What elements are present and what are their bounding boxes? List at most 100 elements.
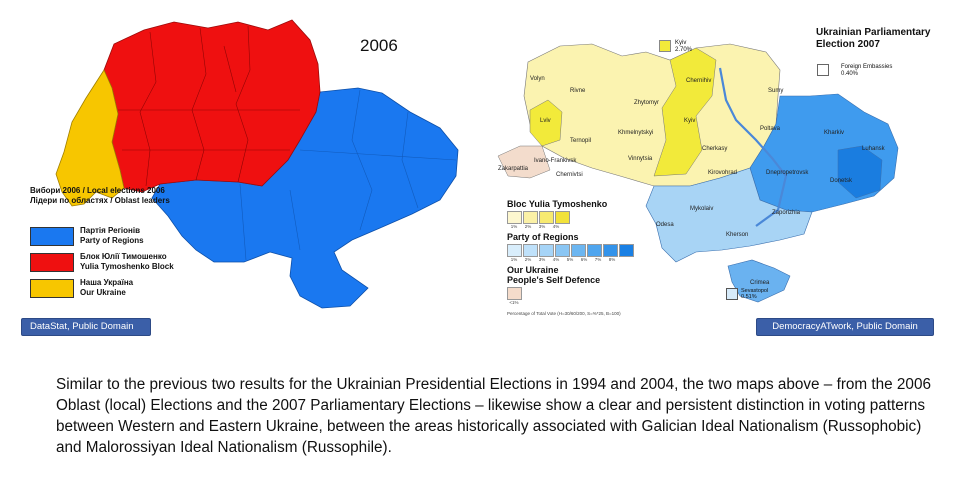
- region-donetsk: [837, 145, 883, 199]
- region-label: Zhytomyr: [634, 100, 659, 106]
- legend-step: 2%: [524, 224, 532, 229]
- kyiv-label: Kyiv: [675, 40, 687, 46]
- credit-badge-datastat: DataStat, Public Domain: [21, 318, 151, 336]
- region-zakarpattia: [497, 145, 551, 179]
- legend-swatch: [587, 244, 602, 257]
- region-label: Dnepropetrovsk: [766, 170, 809, 176]
- region-label: Chernihiv: [686, 78, 711, 84]
- legend-byut-scale: [507, 211, 635, 224]
- legend-label: Party of Regions: [80, 236, 144, 245]
- legend-step: 6%: [580, 257, 588, 262]
- dnieper-river: [718, 67, 788, 227]
- legend-swatch: [507, 287, 522, 300]
- legend-label: Our Ukraine: [80, 288, 126, 297]
- region-south: [645, 167, 813, 263]
- map-footnote: Percentage of Total Vote (H=30/60/200, S…: [507, 311, 621, 316]
- legend-step: 1%: [510, 224, 518, 229]
- legend-swatch: [30, 252, 74, 272]
- region-label: Kirovohrad: [708, 170, 737, 176]
- region-label: Sumy: [768, 88, 783, 94]
- legend-2006: Вибори 2006 / Local elections 2006 Лідер…: [30, 186, 200, 298]
- legend-swatch: [555, 244, 570, 257]
- region-label: Kherson: [726, 232, 748, 238]
- region-lviv: [529, 99, 563, 147]
- legend-label: Наша Україна: [80, 278, 134, 287]
- region-label: Cherkasy: [702, 146, 727, 152]
- legend-swatch: [523, 211, 538, 224]
- caption-text: Similar to the previous two results for …: [56, 376, 931, 456]
- sevastopol-key: Sevastopol 0.51%: [726, 288, 768, 300]
- region-label: Odesa: [656, 222, 674, 228]
- region-label: Crimea: [750, 280, 770, 286]
- legend-step: 3%: [538, 257, 546, 262]
- legend-por-steps: 1% 2% 3% 4% 5% 6% 7% 8%: [507, 257, 635, 262]
- legend-swatch: [539, 211, 554, 224]
- region-label: Kyiv: [684, 118, 695, 124]
- kyiv-city-key: Kyiv 2.70%: [659, 40, 692, 54]
- region-label: Luhansk: [862, 146, 886, 152]
- region-label: Ivano-Frankivsk: [534, 158, 577, 164]
- legend-swatch: [30, 226, 74, 246]
- legend-byut-title: Bloc Yulia Tymoshenko: [507, 199, 608, 209]
- region-label: Lviv: [540, 118, 551, 124]
- legend-step: 5%: [566, 257, 574, 262]
- region-label: Donetsk: [830, 178, 853, 184]
- region-label: Rivne: [570, 88, 586, 94]
- legend-label: Блок Юлії Тимошенко: [80, 252, 167, 261]
- region-label: Kharkiv: [824, 130, 844, 136]
- legend-swatch: [555, 211, 570, 224]
- sevastopol-swatch: [726, 288, 738, 300]
- legend-label: Yulia Tymoshenko Block: [80, 262, 174, 271]
- sevastopol-label: Sevastopol: [741, 288, 769, 294]
- kyiv-pct: 2.70%: [675, 47, 693, 53]
- legend-swatch: [507, 211, 522, 224]
- legend-title-english: Лідери по областях / Oblast leaders: [30, 196, 170, 205]
- legend-swatch: [507, 244, 522, 257]
- legend-item-party-of-regions: Партія Регіонів Party of Regions: [30, 226, 200, 246]
- region-our-ukraine-2006: [55, 69, 125, 207]
- legend-2007: Bloc Yulia Tymoshenko 1% 2% 3% 4% Party of …: [507, 199, 635, 308]
- foreign-embassies-pct: 0.40%: [841, 71, 859, 77]
- legend-step: 3%: [538, 224, 546, 229]
- legend-step: <1%: [509, 300, 519, 305]
- region-byut-area: [523, 43, 781, 187]
- map-2007-parliamentary: Volyn Rivne Zhytomyr Chernihiv Sumy Lviv…: [490, 0, 975, 335]
- foreign-embassies-key: Foreign Embassies 0.40%: [817, 64, 892, 78]
- legend-swatch: [603, 244, 618, 257]
- region-label: Vinnytsia: [628, 156, 653, 162]
- legend-por-title: Party of Regions: [507, 232, 579, 242]
- legend-por-scale: [507, 244, 635, 257]
- region-crimea: [727, 259, 791, 303]
- map-2007-title: Ukrainian Parliamentary Election 2007: [816, 27, 931, 50]
- legend-item-tymoshenko-block: Блок Юлії Тимошенко Yulia Tymoshenko Bloc…: [30, 252, 200, 272]
- region-label: Chernivtsi: [556, 172, 583, 178]
- credit-badge-democracyatwork: DemocracyATwork, Public Domain: [756, 318, 934, 336]
- kyiv-swatch: [659, 40, 671, 52]
- legend-step: 8%: [608, 257, 616, 262]
- map-2007-shape: Volyn Rivne Zhytomyr Chernihiv Sumy Lviv…: [497, 43, 899, 303]
- foreign-embassies-label: Foreign Embassies: [841, 64, 893, 70]
- foreign-embassies-swatch: [817, 64, 829, 76]
- legend-ou-steps: <1%: [507, 300, 635, 305]
- region-label: Zaporizhia: [772, 210, 801, 216]
- legend-step: 7%: [594, 257, 602, 262]
- legend-swatch: [619, 244, 634, 257]
- legend-swatch: [523, 244, 538, 257]
- legend-ou-title-1: Our Ukraine: [507, 265, 559, 275]
- region-label: Zakarpattia: [498, 166, 529, 172]
- sevastopol-pct: 0.51%: [741, 294, 757, 300]
- legend-label: Партія Регіонів: [80, 226, 141, 235]
- legend-swatch: [539, 244, 554, 257]
- region-label: Mykolaiv: [690, 206, 713, 212]
- legend-swatch: [30, 278, 74, 298]
- legend-ou-scale: [507, 287, 635, 300]
- region-label: Poltava: [760, 126, 781, 132]
- map-2006-local-elections: 2006 Вибори 2006 / Local elections 2006 …: [0, 0, 490, 335]
- legend-step: 1%: [510, 257, 518, 262]
- legend-step: 4%: [552, 224, 560, 229]
- legend-step: 4%: [552, 257, 560, 262]
- legend-ou-title-2: People's Self Defence: [507, 275, 601, 285]
- legend-byut-steps: 1% 2% 3% 4%: [507, 224, 635, 229]
- map-year: 2006: [360, 36, 398, 55]
- legend-step: 2%: [524, 257, 532, 262]
